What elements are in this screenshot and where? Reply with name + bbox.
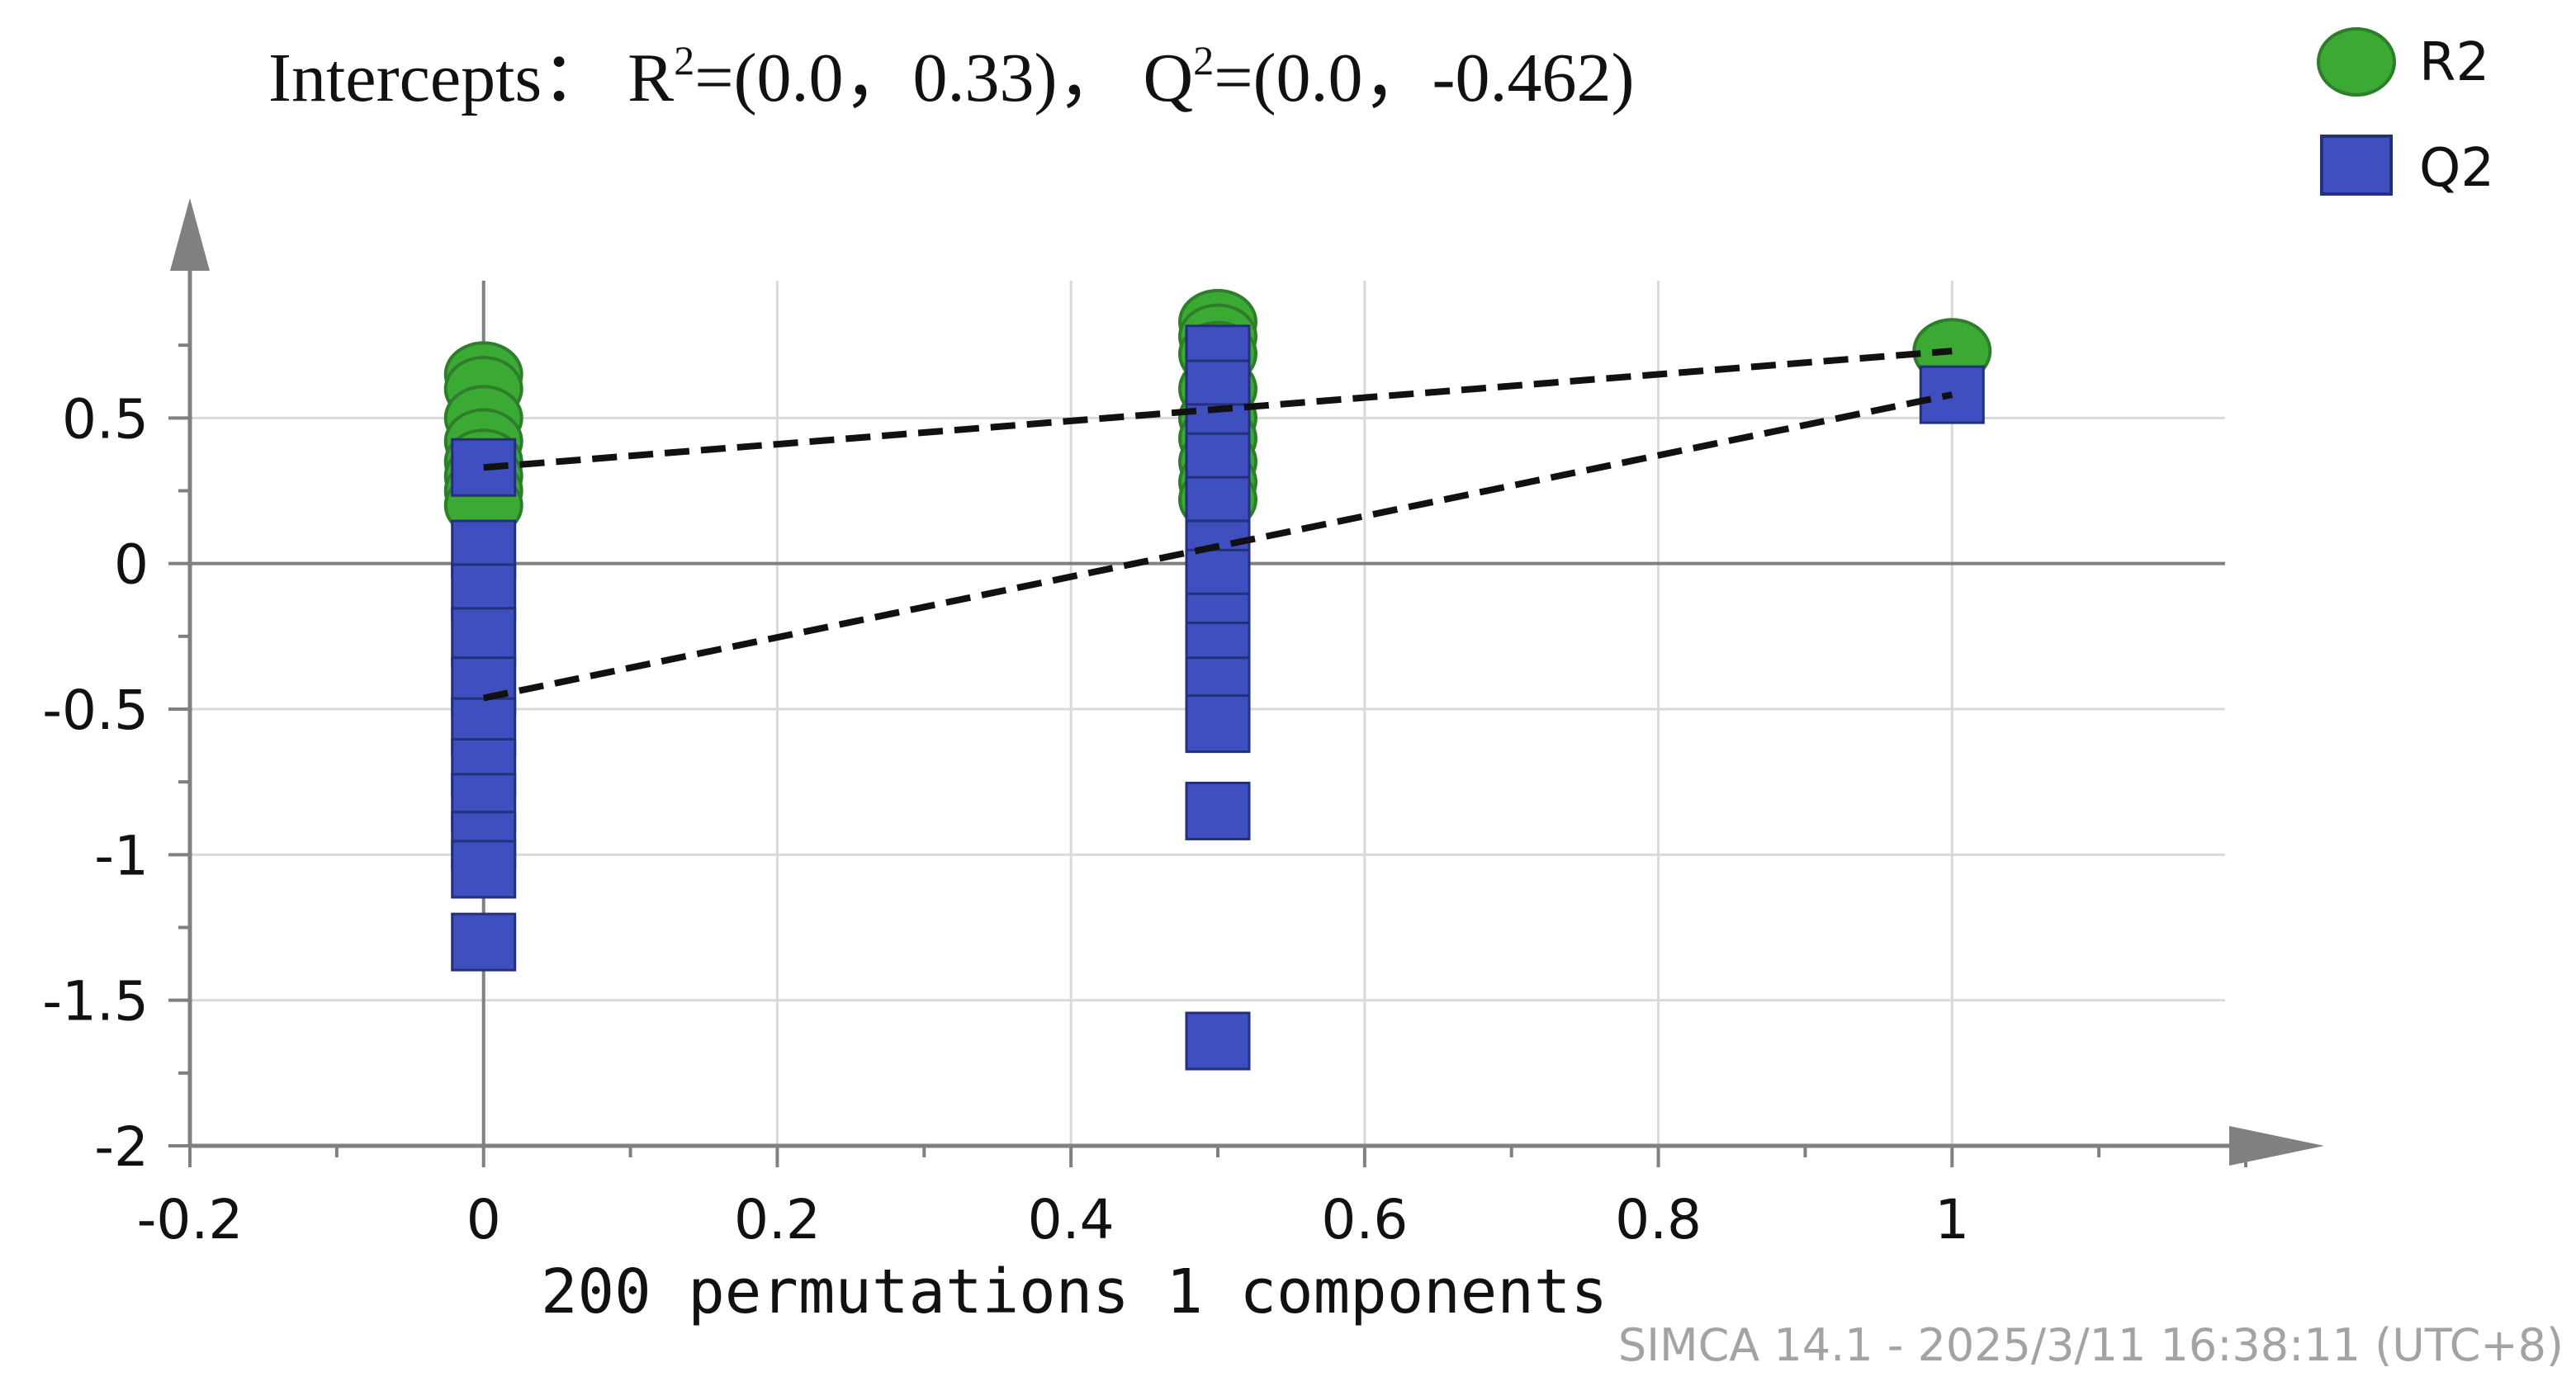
- r2-regression-line: [483, 348, 1953, 471]
- legend-q2-marker: [2320, 135, 2393, 196]
- title-q-label: Q: [1144, 40, 1194, 116]
- x-tick-label: 0.6: [1321, 1188, 1408, 1251]
- y-tick-label: -2: [94, 1115, 149, 1179]
- y-tick-label: -1: [94, 824, 149, 887]
- chart-title: Intercepts： R2=(0.0，0.33)， Q2=(0.0，-0.462): [268, 37, 1635, 116]
- y-tick-label: -1.5: [42, 970, 149, 1034]
- legend-r2-marker: [2317, 27, 2396, 97]
- q2-points: [451, 324, 1985, 1071]
- title-q-superscript: 2: [1193, 37, 1214, 83]
- y-tick-label: -0.5: [42, 679, 149, 742]
- y-axis-arrow: [170, 198, 210, 271]
- q2-point: [451, 607, 517, 666]
- title-r-superscript: 2: [674, 37, 694, 83]
- y-tick-label: 0: [114, 533, 149, 597]
- legend: R2 Q2: [2317, 27, 2494, 199]
- title-r-values: =(0.0，0.33)，: [694, 40, 1126, 116]
- q2-point: [451, 912, 517, 972]
- x-tick-label: 0.8: [1615, 1188, 1702, 1251]
- x-tick-label: 1: [1934, 1188, 1969, 1251]
- x-axis-label: 200 permutations 1 components: [541, 1256, 1608, 1327]
- x-axis-arrow: [2229, 1126, 2324, 1166]
- regression-lines: [482, 348, 1953, 702]
- x-tick-label: 0: [466, 1188, 501, 1251]
- title-q-values: =(0.0，-0.462): [1214, 40, 1634, 116]
- x-tick-label: 0.4: [1028, 1188, 1115, 1251]
- q2-point: [1185, 694, 1251, 754]
- x-tick-label: 0.2: [734, 1188, 821, 1251]
- tick-labels: -0.2 0 0.2 0.4 0.6 0.8 1 -2 -1.5 -1 -0.5 0 0.5: [42, 387, 1969, 1251]
- q2-regression-line: [482, 391, 1953, 702]
- y-tick-label: 0.5: [62, 387, 149, 451]
- legend-r2-label: R2: [2419, 32, 2489, 93]
- title-r-label: R: [627, 40, 674, 116]
- title-prefix: Intercepts：: [268, 40, 611, 116]
- q2-point: [451, 840, 517, 899]
- q2-point: [1185, 1011, 1251, 1071]
- legend-q2-label: Q2: [2419, 138, 2494, 199]
- software-footer: SIMCA 14.1 - 2025/3/11 16:38:11 (UTC+8): [1618, 1319, 2564, 1371]
- x-tick-label: -0.2: [137, 1188, 244, 1251]
- q2-point: [1185, 781, 1251, 840]
